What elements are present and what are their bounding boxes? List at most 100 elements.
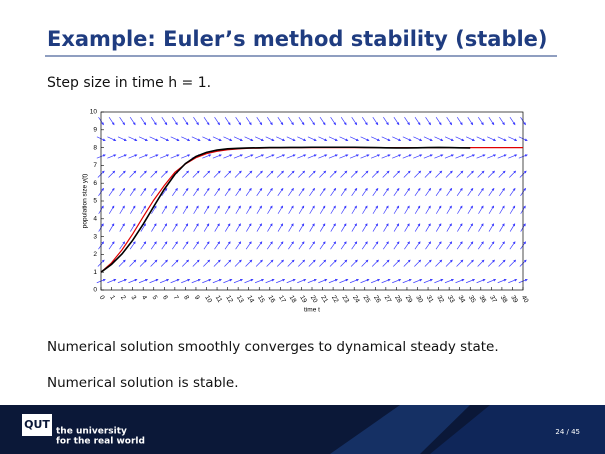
field-arrow	[277, 223, 284, 232]
field-arrow	[392, 136, 402, 141]
field-arrow	[202, 278, 212, 284]
field-arrow	[413, 278, 423, 284]
slide-title: Example: Euler’s method stability (stabl…	[47, 27, 548, 51]
field-arrow	[456, 116, 463, 126]
field-arrow	[256, 223, 262, 232]
x-tick-label: 33	[446, 294, 456, 304]
field-arrow	[108, 116, 115, 126]
field-arrow	[457, 223, 463, 232]
field-arrow	[425, 241, 432, 250]
y-tick-label: 3	[93, 233, 97, 240]
field-arrow	[151, 205, 157, 214]
field-arrow	[288, 223, 294, 232]
field-arrow	[286, 154, 296, 159]
field-arrow	[341, 223, 347, 232]
x-tick-label: 1	[108, 294, 116, 301]
field-arrow	[297, 136, 307, 141]
field-arrow	[235, 205, 241, 214]
field-arrow	[319, 187, 326, 197]
field-arrow	[351, 205, 357, 214]
field-arrow	[477, 187, 484, 197]
field-arrow	[277, 187, 284, 197]
field-arrow	[159, 278, 170, 284]
field-arrow	[414, 241, 421, 250]
field-arrow	[288, 116, 294, 126]
field-arrow	[499, 223, 505, 232]
field-arrow	[509, 223, 516, 232]
field-arrow	[414, 170, 422, 178]
field-arrow	[224, 116, 231, 126]
field-arrow	[467, 205, 473, 214]
x-tick-label: 7	[172, 294, 180, 301]
field-arrow	[477, 170, 485, 178]
field-arrow	[233, 278, 243, 284]
field-arrow	[117, 154, 127, 159]
y-tick-label: 9	[93, 127, 97, 134]
footer-deco	[330, 405, 470, 454]
field-arrow	[119, 116, 125, 126]
field-arrow	[309, 116, 315, 126]
x-tick-label: 28	[393, 294, 403, 304]
x-tick-label: 0	[98, 294, 106, 301]
field-arrow	[499, 205, 505, 214]
field-arrow	[467, 241, 474, 250]
field-arrow	[371, 259, 379, 267]
field-arrow	[181, 154, 191, 159]
field-arrow	[425, 205, 431, 214]
field-arrow	[499, 187, 505, 197]
x-tick-label: 14	[245, 294, 255, 304]
field-arrow	[256, 116, 263, 126]
field-arrow	[234, 170, 242, 178]
field-arrow	[383, 205, 389, 214]
field-arrow	[350, 170, 358, 178]
field-arrow	[372, 205, 378, 214]
field-arrow	[130, 205, 136, 214]
field-arrow	[403, 170, 411, 178]
x-tick-label: 6	[161, 294, 169, 301]
field-arrow	[509, 241, 516, 250]
field-arrow	[140, 205, 146, 214]
y-tick-label: 7	[93, 162, 97, 169]
field-arrow	[276, 136, 286, 141]
field-arrow	[425, 187, 432, 197]
field-arrow	[151, 223, 157, 232]
field-arrow	[361, 187, 368, 197]
field-arrow	[117, 136, 127, 141]
field-arrow	[254, 154, 265, 159]
field-arrow	[254, 278, 265, 284]
field-arrow	[392, 278, 402, 284]
field-arrow	[108, 187, 115, 197]
field-arrow	[361, 116, 368, 126]
field-arrow	[445, 170, 453, 178]
field-arrow	[138, 154, 149, 159]
field-arrow	[425, 223, 431, 232]
field-arrow	[509, 187, 516, 197]
field-arrow	[267, 223, 273, 232]
field-arrow	[288, 205, 294, 214]
x-tick-label: 18	[288, 294, 298, 304]
field-arrow	[413, 136, 423, 141]
series-line	[100, 146, 471, 273]
field-arrow	[298, 187, 305, 197]
x-tick-label: 8	[182, 294, 190, 301]
body-text: Numerical solution smoothly converges to…	[47, 339, 499, 355]
field-arrow	[140, 187, 147, 197]
field-arrow	[193, 116, 199, 126]
x-tick-label: 22	[330, 294, 340, 304]
y-tick-label: 6	[93, 180, 97, 187]
field-arrow	[455, 278, 465, 284]
field-arrow	[170, 136, 180, 141]
field-arrow	[309, 205, 315, 214]
field-arrow	[307, 136, 317, 141]
field-arrow	[161, 116, 168, 126]
field-arrow	[172, 187, 178, 197]
field-arrow	[351, 116, 358, 126]
field-arrow	[246, 205, 252, 214]
field-arrow	[266, 170, 274, 178]
x-tick-label: 21	[319, 294, 329, 304]
field-arrow	[297, 154, 307, 159]
field-arrow	[319, 259, 327, 267]
field-arrow	[244, 154, 254, 159]
field-arrow	[456, 187, 463, 197]
